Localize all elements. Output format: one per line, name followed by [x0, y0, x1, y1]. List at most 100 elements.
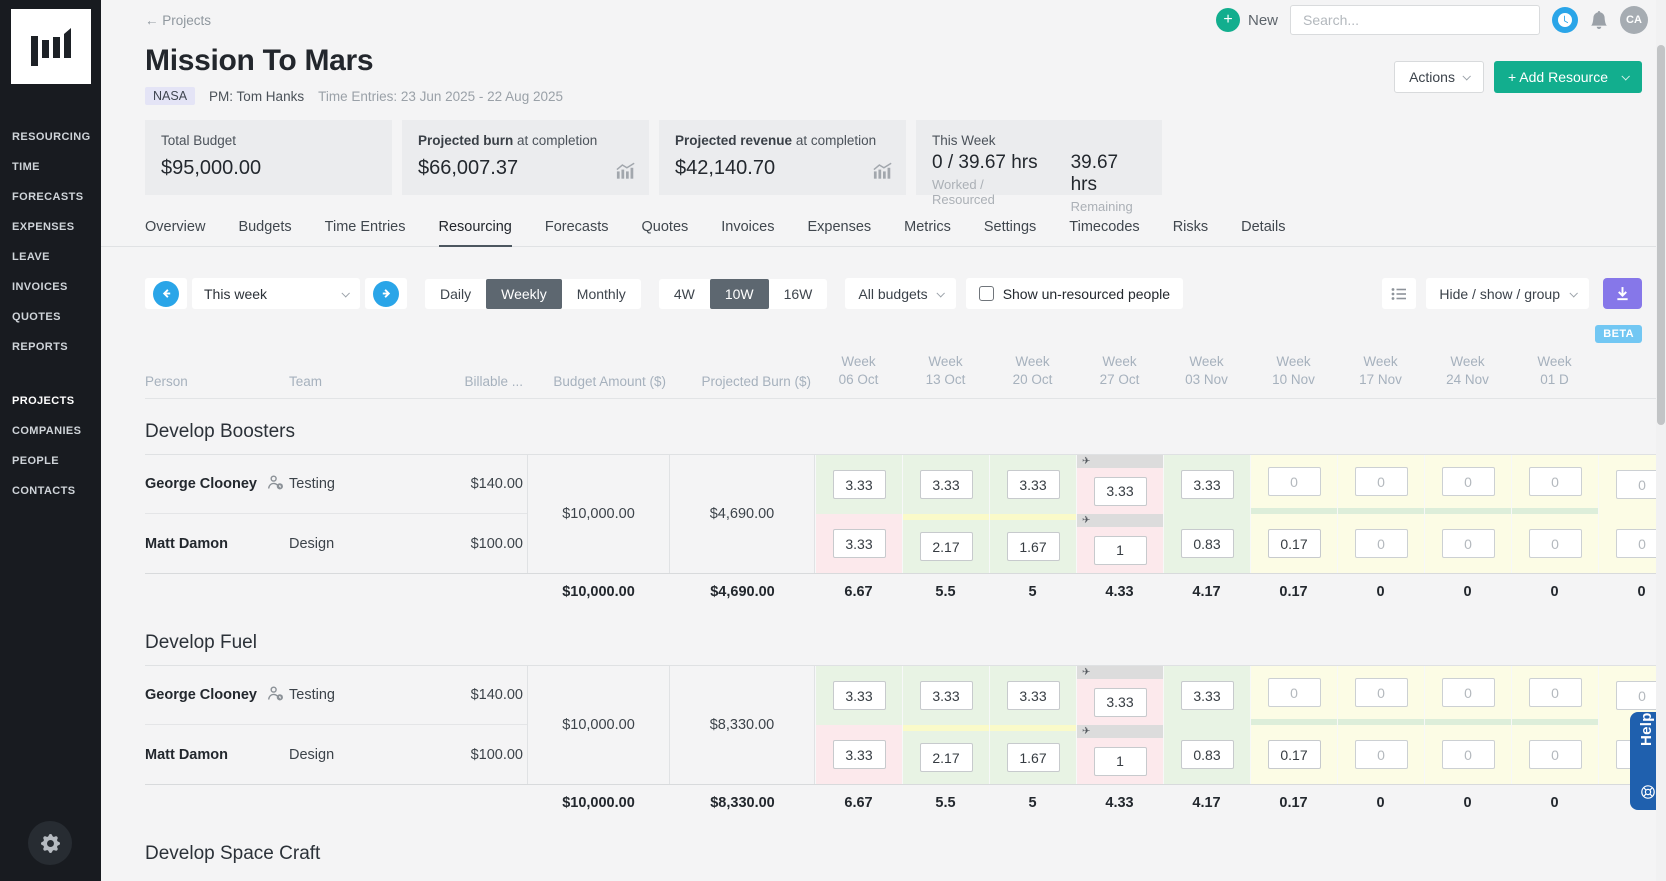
sidebar-item-people[interactable]: PEOPLE	[12, 455, 60, 467]
tab-risks[interactable]: Risks	[1172, 219, 1209, 235]
hours-input[interactable]: 0	[1267, 678, 1321, 708]
avatar[interactable]: CA	[1620, 6, 1648, 34]
tab-forecasts[interactable]: Forecasts	[544, 219, 609, 235]
hours-input[interactable]: 3.33	[1093, 476, 1147, 506]
granularity-weekly[interactable]: Weekly	[486, 278, 562, 309]
sidebar-item-time[interactable]: TIME	[12, 161, 40, 173]
hide-show-group-button[interactable]: Hide / show / group	[1426, 278, 1589, 309]
prev-period-button[interactable]	[145, 278, 187, 309]
granularity-monthly[interactable]: Monthly	[576, 285, 626, 302]
hours-input[interactable]: 0.17	[1267, 740, 1321, 770]
totals-week: 4.17	[1192, 795, 1221, 812]
hours-input[interactable]: 0	[1528, 678, 1582, 708]
new-button[interactable]: + New	[1215, 8, 1278, 32]
logo-bars-icon	[30, 27, 71, 66]
group-projected-burn: $4,690.00	[670, 455, 815, 574]
hours-input[interactable]: 2.17	[919, 743, 973, 773]
tab-overview[interactable]: Overview	[145, 219, 206, 235]
stat-label-bold: Projected burn	[418, 133, 514, 148]
search-input[interactable]	[1290, 5, 1540, 35]
totals-week: 4.33	[1105, 584, 1134, 601]
sidebar-item-quotes[interactable]: QUOTES	[12, 311, 61, 323]
hours-input[interactable]: 3.33	[919, 470, 973, 500]
hours-input[interactable]: 0.17	[1267, 529, 1321, 559]
hours-input[interactable]: 0	[1267, 467, 1321, 497]
week-cell: 3.33	[815, 514, 902, 574]
list-view-button[interactable]	[1382, 278, 1417, 309]
notifications-button[interactable]	[1590, 11, 1608, 29]
hours-input[interactable]: 3.33	[1006, 470, 1060, 500]
hours-input[interactable]: 3.33	[1093, 687, 1147, 717]
range-4w[interactable]: 4W	[673, 285, 695, 302]
sidebar-item-invoices[interactable]: INVOICES	[12, 281, 68, 293]
hours-input[interactable]: 3.33	[1006, 681, 1060, 711]
stat-card-this-week: This Week 0 / 39.67 hrs Worked / Resourc…	[916, 120, 1162, 214]
tab-quotes[interactable]: Quotes	[641, 219, 689, 235]
range-10w[interactable]: 10W	[709, 278, 769, 309]
tab-settings[interactable]: Settings	[983, 219, 1037, 235]
show-unresourced-checkbox[interactable]: Show un-resourced people	[965, 278, 1184, 309]
hours-input[interactable]: 3.33	[1180, 681, 1234, 711]
col-week-2: Week 13 Oct	[925, 354, 966, 388]
range-16w[interactable]: 16W	[783, 285, 813, 302]
hours-input[interactable]: 0.83	[1180, 740, 1234, 770]
add-resource-button[interactable]: + Add Resource	[1493, 61, 1642, 93]
group-totals-row: $10,000.00 $4,690.00 6.67 5.5 5 4.33 4.17 0.17 0…	[145, 574, 1666, 610]
hours-input[interactable]: 0	[1441, 529, 1495, 559]
sidebar-item-companies[interactable]: COMPANIES	[12, 425, 82, 437]
hours-input[interactable]: 0	[1441, 740, 1495, 770]
totals-week: 6.67	[844, 584, 873, 601]
settings-gear-button[interactable]	[28, 821, 72, 865]
hours-input[interactable]: 0	[1354, 467, 1408, 497]
hours-input[interactable]: 0	[1441, 678, 1495, 708]
tab-resourcing[interactable]: Resourcing	[438, 219, 512, 247]
tab-invoices[interactable]: Invoices	[721, 219, 775, 235]
hours-input[interactable]: 3.33	[1180, 470, 1234, 500]
partial-strip	[1512, 508, 1598, 515]
hours-input[interactable]: 3.33	[832, 740, 886, 770]
scrollbar-track[interactable]	[1656, 0, 1666, 881]
hours-input[interactable]: 0	[1354, 529, 1408, 559]
hours-input[interactable]: 0	[1354, 678, 1408, 708]
chevron-down-icon	[936, 288, 945, 298]
hours-input[interactable]: 1.67	[1006, 743, 1060, 773]
timer-button[interactable]	[1552, 7, 1578, 33]
next-period-button[interactable]	[365, 278, 407, 309]
period-select[interactable]: This week	[192, 278, 360, 309]
tab-metrics[interactable]: Metrics	[904, 219, 951, 235]
hours-input[interactable]: 3.33	[832, 470, 886, 500]
budget-filter[interactable]: All budgets	[845, 278, 956, 309]
scrollbar-thumb[interactable]	[1657, 45, 1665, 425]
granularity-daily[interactable]: Daily	[440, 285, 472, 302]
hours-input[interactable]: 3.33	[832, 681, 886, 711]
hours-input[interactable]: 2.17	[919, 532, 973, 562]
hours-input[interactable]: 3.33	[919, 681, 973, 711]
sidebar-item-reports[interactable]: REPORTS	[12, 341, 68, 353]
sidebar-item-forecasts[interactable]: FORECASTS	[12, 191, 84, 203]
hours-input[interactable]: 0.83	[1180, 529, 1234, 559]
hours-input[interactable]: 0	[1441, 467, 1495, 497]
tab-details[interactable]: Details	[1241, 219, 1286, 235]
sidebar-item-contacts[interactable]: CONTACTS	[12, 485, 76, 497]
tab-budgets[interactable]: Budgets	[238, 219, 292, 235]
hours-input[interactable]: 1	[1093, 746, 1147, 776]
hours-input[interactable]: 3.33	[832, 529, 886, 559]
tab-expenses[interactable]: Expenses	[807, 219, 872, 235]
hours-input[interactable]: 1	[1093, 535, 1147, 565]
download-button[interactable]	[1603, 278, 1642, 309]
download-wrap: BETA	[1595, 278, 1642, 343]
hours-input[interactable]: 0	[1528, 529, 1582, 559]
hours-input[interactable]: 0	[1354, 740, 1408, 770]
sidebar-item-leave[interactable]: LEAVE	[12, 251, 50, 263]
breadcrumb[interactable]: ← Projects	[145, 12, 212, 28]
actions-button[interactable]: Actions	[1394, 61, 1484, 93]
hours-input[interactable]: 0	[1528, 740, 1582, 770]
sidebar-item-resourcing[interactable]: RESOURCING	[12, 131, 91, 143]
hours-input[interactable]: 1.67	[1006, 532, 1060, 562]
sidebar-item-expenses[interactable]: EXPENSES	[12, 221, 75, 233]
hours-input[interactable]: 0	[1528, 467, 1582, 497]
tab-timecodes[interactable]: Timecodes	[1069, 219, 1140, 235]
col-week-6: Week 10 Nov	[1272, 354, 1315, 388]
tab-time-entries[interactable]: Time Entries	[324, 219, 406, 235]
sidebar-item-projects[interactable]: PROJECTS	[12, 395, 75, 407]
